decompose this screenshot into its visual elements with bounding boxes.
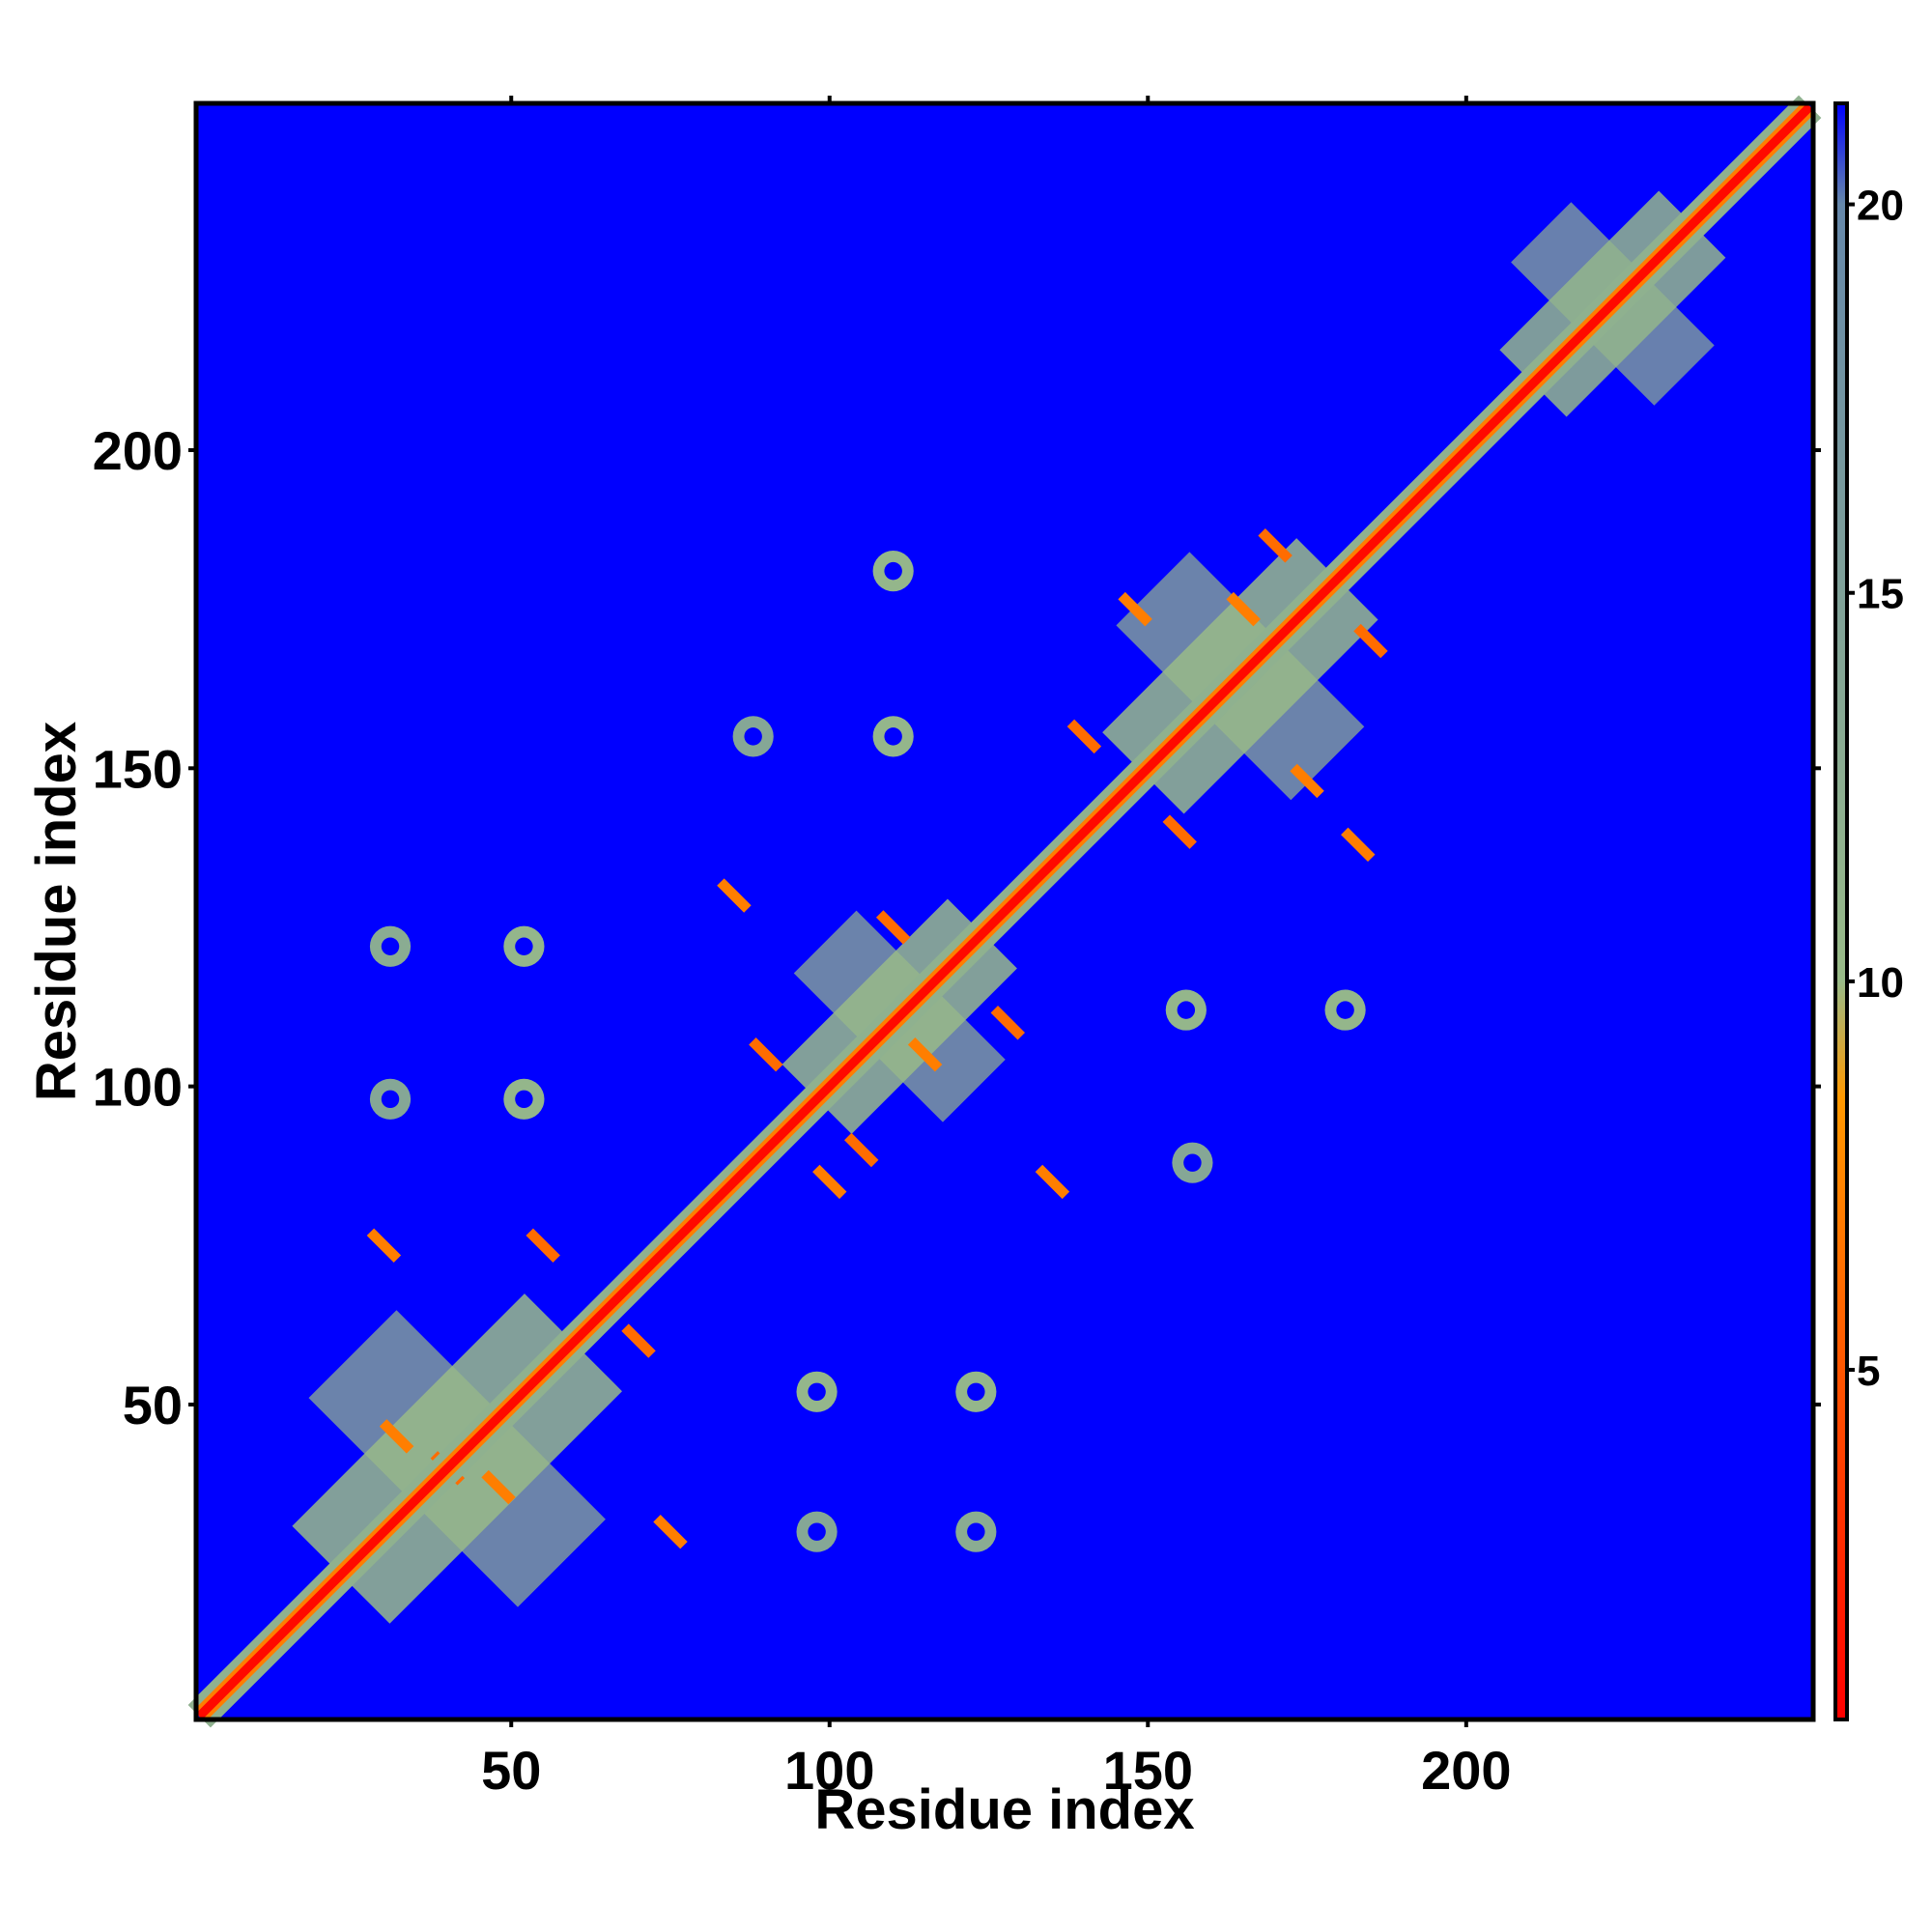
y-tick-label: 150 bbox=[93, 738, 183, 799]
x-axis-title: Residue index bbox=[814, 1778, 1194, 1841]
contact-cluster-core-11 bbox=[808, 1382, 826, 1402]
helix-crossing-19 bbox=[1353, 623, 1388, 659]
plot-frame bbox=[193, 100, 1816, 1722]
contact-cluster-core-9 bbox=[1336, 1001, 1354, 1019]
diagonal-band bbox=[196, 103, 1813, 1719]
helix-crossing-18 bbox=[1258, 528, 1293, 563]
colorbar-tick-label: 15 bbox=[1857, 571, 1904, 618]
contact-cluster-core-1 bbox=[515, 937, 533, 955]
helix-crossing-5 bbox=[621, 1323, 656, 1358]
contact-cluster-core-6 bbox=[884, 727, 902, 746]
x-tick-label: 200 bbox=[1421, 1740, 1511, 1801]
x-axis: 50 100 150 200 bbox=[481, 96, 1512, 1801]
helix-crossing-16 bbox=[1162, 814, 1197, 849]
heatmap-cells bbox=[187, 95, 1822, 1728]
helix-crossing-9 bbox=[749, 1037, 783, 1072]
contact-cluster-core-2 bbox=[515, 1090, 533, 1109]
helix-crossing-2 bbox=[379, 1419, 414, 1454]
helix-crossing-8 bbox=[844, 1132, 879, 1168]
colorbar bbox=[1833, 101, 1849, 1721]
contact-cluster-core-10 bbox=[1183, 1153, 1202, 1172]
y-tick-label: 100 bbox=[93, 1057, 183, 1118]
x-tick-label: 100 bbox=[784, 1740, 874, 1801]
y-tick-label: 50 bbox=[123, 1375, 183, 1435]
y-tick-label: 200 bbox=[93, 420, 183, 481]
contact-cluster-core-12 bbox=[967, 1382, 985, 1402]
helix-crossing-14 bbox=[717, 878, 752, 913]
contact-cluster-core-3 bbox=[381, 937, 400, 955]
colorbar-tick-label: 5 bbox=[1857, 1348, 1880, 1395]
helix-crossing-23 bbox=[1341, 827, 1376, 863]
colorbar-tick-label: 10 bbox=[1857, 959, 1904, 1007]
helix-crossing-11 bbox=[990, 1006, 1026, 1040]
helix-crossing-6 bbox=[366, 1228, 402, 1264]
colorbar-axis: 5 10 15 20 bbox=[1847, 183, 1904, 1395]
contact-cluster-core-7 bbox=[744, 727, 762, 746]
contact-cluster-core-13 bbox=[808, 1522, 826, 1541]
x-tick-label: 150 bbox=[1103, 1740, 1193, 1801]
helix-crossing-15 bbox=[1035, 1164, 1070, 1200]
helix-crossing-22 bbox=[1118, 591, 1152, 627]
colorbar-tick-label: 20 bbox=[1857, 183, 1904, 230]
contact-cluster-core-5 bbox=[884, 561, 902, 581]
contact-cluster-core-4 bbox=[381, 1090, 400, 1109]
y-axis: 50 100 150 200 bbox=[93, 420, 1821, 1435]
helix-crossing-17 bbox=[1066, 719, 1102, 754]
helix-crossing-20 bbox=[1226, 591, 1261, 627]
contact-cluster-core-14 bbox=[967, 1522, 985, 1541]
y-axis-title: Residue index bbox=[25, 722, 88, 1101]
helix-crossing-12 bbox=[907, 1037, 943, 1072]
x-tick-label: 50 bbox=[481, 1740, 541, 1801]
contact-cluster-core-8 bbox=[1177, 1001, 1196, 1019]
helix-crossing-21 bbox=[1290, 763, 1324, 799]
helix-crossing-13 bbox=[812, 1164, 847, 1200]
helix-crossing-3 bbox=[481, 1469, 516, 1505]
helix-crossing-10 bbox=[875, 910, 911, 945]
helix-crossing-4 bbox=[526, 1228, 560, 1264]
helix-crossing-7 bbox=[653, 1514, 688, 1549]
